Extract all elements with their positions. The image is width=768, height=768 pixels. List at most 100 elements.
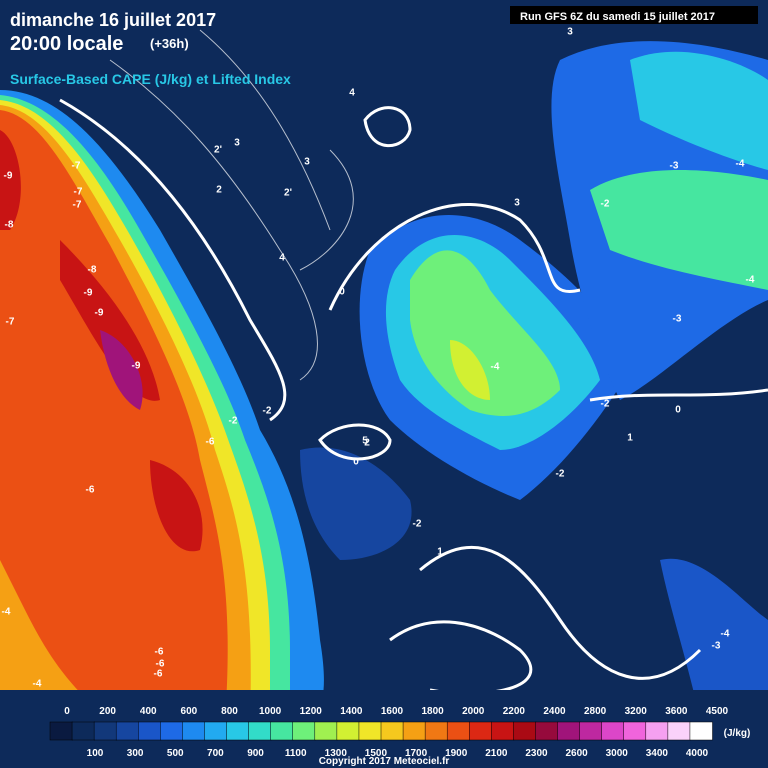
contour bbox=[109, 29, 354, 381]
contour-label: -6 bbox=[155, 647, 164, 658]
colorbar-label: 1900 bbox=[445, 748, 468, 759]
contour-label: -4 bbox=[2, 607, 11, 618]
colorbar-label: 700 bbox=[207, 748, 224, 759]
contour bbox=[59, 98, 287, 422]
colorbar-swatch bbox=[358, 721, 382, 741]
colorbar-swatch bbox=[270, 721, 294, 741]
colorbar-swatch bbox=[314, 721, 338, 741]
colorbar-swatch bbox=[601, 721, 625, 741]
contour-label: 3 bbox=[567, 27, 573, 38]
colorbar-label: 500 bbox=[167, 748, 184, 759]
cape-field bbox=[0, 110, 228, 720]
cape-field bbox=[630, 51, 768, 170]
colorbar-swatch bbox=[623, 721, 647, 741]
contour-label: -2 bbox=[263, 406, 272, 417]
cape-field bbox=[450, 340, 490, 400]
colorbar-swatch bbox=[557, 721, 581, 741]
copyright: Copyright 2017 Meteociel.fr bbox=[319, 756, 450, 767]
contour bbox=[363, 106, 412, 148]
colorbar-swatch bbox=[115, 721, 140, 741]
contour-label: -9 bbox=[4, 171, 13, 182]
contour-label: 1 bbox=[437, 547, 443, 558]
colorbar-label: 1100 bbox=[285, 748, 307, 759]
contour-label: -3 bbox=[712, 641, 721, 652]
colorbar-label: 3000 bbox=[606, 748, 629, 759]
time: 20:00 locale bbox=[10, 33, 123, 55]
contour-label: -4 bbox=[746, 275, 755, 286]
colorbar-swatch bbox=[535, 721, 559, 741]
contour-label: -4 bbox=[33, 679, 42, 690]
contour-label: -3 bbox=[670, 161, 679, 172]
date: dimanche 16 juillet 2017 bbox=[10, 10, 216, 30]
contour-label: -4 bbox=[721, 629, 730, 640]
colorbar-swatch bbox=[424, 721, 448, 741]
colorbar-swatch bbox=[49, 721, 73, 741]
contour-label: 1 bbox=[627, 433, 633, 444]
cape-field bbox=[410, 250, 560, 416]
colorbar-label: 100 bbox=[87, 748, 104, 759]
cape-field bbox=[590, 170, 768, 290]
colorbar-label: 600 bbox=[181, 706, 198, 717]
cape-field bbox=[100, 330, 143, 410]
contour-label: -3 bbox=[673, 314, 682, 325]
colorbar-swatch bbox=[182, 721, 206, 741]
colorbar-label: 800 bbox=[221, 706, 238, 717]
contour-label: -6 bbox=[154, 669, 163, 680]
contour-label: 3 bbox=[514, 198, 520, 209]
contour-label: -7 bbox=[74, 187, 83, 198]
contour-label: 3 bbox=[234, 138, 240, 149]
colorbar-swatch bbox=[292, 721, 316, 741]
colorbar-label: 2800 bbox=[584, 706, 607, 717]
colorbar-label: 3400 bbox=[646, 748, 669, 759]
colorbar-swatch bbox=[226, 721, 250, 741]
colorbar-label: 2200 bbox=[503, 706, 526, 717]
colorbar-label: 1200 bbox=[300, 706, 323, 717]
colorbar-swatch bbox=[71, 721, 95, 741]
colorbar-label: 2300 bbox=[525, 748, 548, 759]
contour-label: -2 bbox=[229, 416, 238, 427]
contour-label: 0 bbox=[339, 287, 345, 298]
cape-field bbox=[300, 447, 412, 560]
contour-label: -2 bbox=[413, 519, 422, 530]
colorbar-label: 2600 bbox=[565, 748, 588, 759]
colorbar-swatch bbox=[204, 721, 228, 741]
colorbar-label: 4500 bbox=[706, 706, 729, 717]
contour-label: -9 bbox=[84, 288, 93, 299]
colorbar-label: 1700 bbox=[405, 748, 428, 759]
colorbar-label: 4000 bbox=[686, 748, 709, 759]
contour-label: -2 bbox=[601, 399, 610, 410]
contour-label: 4 bbox=[279, 253, 285, 264]
contour-label: 3 bbox=[304, 157, 310, 168]
colorbar-label: 1600 bbox=[381, 706, 404, 717]
colorbar-swatch bbox=[446, 721, 471, 741]
contour-label: 2' bbox=[284, 188, 292, 199]
colorbar-swatch bbox=[248, 721, 272, 741]
colorbar-swatch bbox=[469, 721, 493, 741]
contour-label: 2 bbox=[364, 438, 370, 449]
colorbar-label: 1400 bbox=[340, 706, 363, 717]
colorbar-label: 900 bbox=[247, 748, 264, 759]
contour bbox=[318, 423, 392, 461]
contour-label: -6 bbox=[206, 437, 215, 448]
product: Surface-Based CAPE (J/kg) et Lifted Inde… bbox=[10, 71, 291, 87]
contour-label: 2' bbox=[214, 145, 222, 156]
contour-label: -2 bbox=[601, 199, 610, 210]
contour-label: -6 bbox=[156, 659, 165, 670]
run: Run GFS 6Z du samedi 15 juillet 2017 bbox=[520, 11, 715, 23]
colorbar-swatch bbox=[93, 721, 117, 741]
colorbar-label: 200 bbox=[99, 706, 116, 717]
colorbar-swatch bbox=[138, 721, 162, 741]
colorbar-label: 2100 bbox=[485, 748, 508, 759]
contour-label: 0 bbox=[353, 457, 359, 468]
run-box bbox=[510, 6, 758, 24]
contour-label: 2 bbox=[216, 185, 222, 196]
cape-field bbox=[660, 558, 768, 720]
contour-label: 4 bbox=[349, 88, 355, 99]
contour-label: -8 bbox=[5, 220, 14, 231]
colorbar-label: 0 bbox=[64, 706, 70, 717]
contour-label: -9 bbox=[95, 308, 104, 319]
colorbar-swatch bbox=[160, 721, 184, 741]
colorbar-label: 2000 bbox=[462, 706, 485, 717]
colorbar-label: 300 bbox=[127, 748, 144, 759]
